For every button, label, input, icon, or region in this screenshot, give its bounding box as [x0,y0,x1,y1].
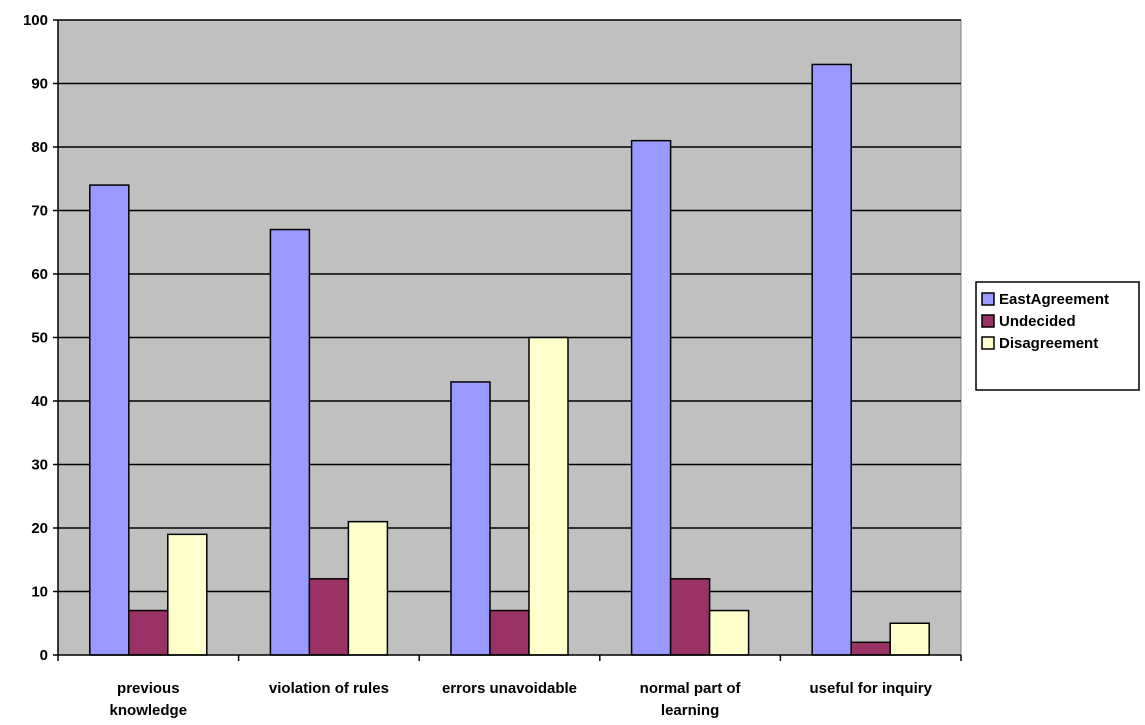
y-tick-label: 40 [31,393,48,410]
legend-swatch-undecided [981,314,995,328]
y-tick-label: 90 [31,76,48,93]
bar-eastagreement-1 [269,228,311,656]
y-tick-label: 30 [31,457,48,474]
legend-label-eastagreement: EastAgreement [999,291,1109,308]
x-tick-label: previous knowledge [110,680,188,719]
bar-undecided-1 [308,578,350,656]
legend-swatch-disagreement [981,336,995,350]
legend-label-disagreement: Disagreement [999,335,1098,352]
legend-box [975,281,1140,391]
x-axis-ticks: previous knowledge violation of rules error… [57,655,962,719]
bar-eastagreement-4 [811,63,852,656]
y-tick-label: 0 [40,647,48,664]
bar-undecided-4 [850,641,891,656]
bar-undecided-0 [128,609,169,656]
y-tick-label: 60 [31,266,48,283]
bar-disagreement-4 [889,622,930,656]
y-tick-label: 70 [31,203,48,220]
bar-disagreement-0 [167,533,208,656]
legend: EastAgreement Undecided Disagreement [975,281,1140,391]
bar-eastagreement-3 [630,139,672,656]
y-tick-label: 50 [31,330,48,347]
bar-undecided-2 [489,609,530,656]
bar-eastagreement-2 [450,381,491,656]
bar-disagreement-3 [708,609,750,656]
gridlines [58,19,961,593]
y-tick-label: 100 [23,12,48,29]
x-tick-label: normal part of learning [640,680,742,719]
x-tick-label: violation of rules [269,680,389,697]
y-tick-label: 20 [31,520,48,537]
legend-swatch-eastagreement [981,292,995,306]
legend-label-undecided: Undecided [999,313,1076,330]
y-tick-label: 80 [31,139,48,156]
bar-eastagreement-0 [89,184,130,656]
bar-undecided-3 [669,578,711,656]
y-axis-ticks: 0 10 20 30 40 50 60 70 80 90 100 [23,12,58,664]
bar-disagreement-1 [347,520,389,656]
x-tick-label: errors unavoidable [442,680,577,697]
y-tick-label: 10 [31,584,48,601]
bar-disagreement-2 [528,336,569,656]
x-tick-label: useful for inquiry [809,680,932,697]
